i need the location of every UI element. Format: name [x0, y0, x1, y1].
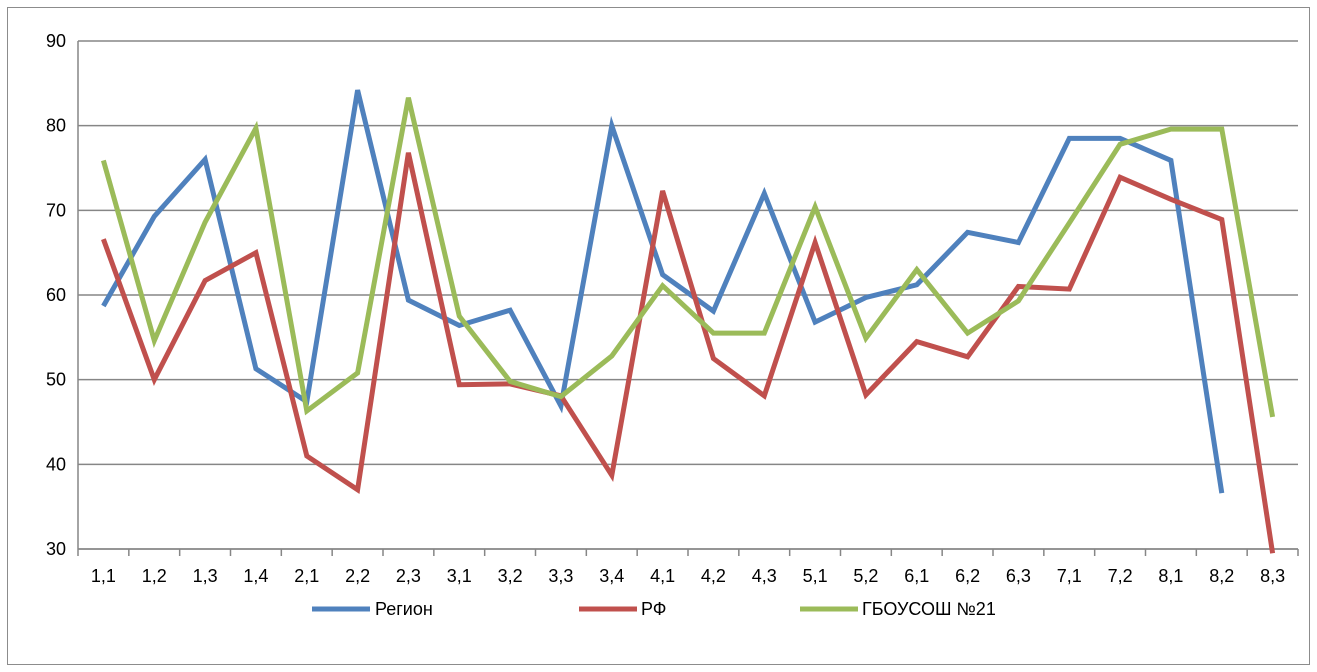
x-tick-label: 4,2	[701, 566, 726, 586]
axes	[77, 41, 1299, 556]
x-tick-label: 1,1	[91, 566, 116, 586]
x-tick-label: 4,1	[650, 566, 675, 586]
x-tick-label: 5,1	[803, 566, 828, 586]
series-lines	[100, 89, 1276, 554]
legend: Регион РФ ГБОУСОШ №21	[312, 599, 996, 619]
x-tick-label: 7,2	[1108, 566, 1133, 586]
x-tick-label: 1,4	[243, 566, 268, 586]
x-tick-label: 2,1	[294, 566, 319, 586]
x-tick-label: 7,1	[1057, 566, 1082, 586]
legend-label: Регион	[375, 599, 433, 619]
x-tick-label: 4,3	[752, 566, 777, 586]
y-tick-label: 30	[46, 539, 66, 559]
x-tick-label: 8,1	[1158, 566, 1183, 586]
series-line-1	[101, 152, 1276, 554]
x-axis-tick-labels: 1,1 1,2 1,3 1,4 2,1 2,2 2,3 3,1 3,2 3,3 3,4 4,1 4,2 4…	[91, 566, 1285, 586]
x-tick-label: 8,2	[1209, 566, 1234, 586]
x-tick-label: 3,3	[548, 566, 573, 586]
series-line-0	[101, 89, 1225, 494]
x-tick-label: 3,1	[447, 566, 472, 586]
y-tick-label: 70	[46, 200, 66, 220]
x-tick-label: 2,3	[396, 566, 421, 586]
legend-label: ГБОУСОШ №21	[862, 599, 996, 619]
y-tick-label: 80	[46, 116, 66, 136]
y-tick-label: 40	[46, 454, 66, 474]
x-tick-label: 1,3	[193, 566, 218, 586]
x-tick-label: 1,2	[142, 566, 167, 586]
x-tick-label: 3,4	[599, 566, 624, 586]
y-tick-label: 60	[46, 285, 66, 305]
series-line-2	[100, 97, 1276, 418]
x-tick-label: 8,3	[1260, 566, 1285, 586]
x-tick-label: 3,2	[498, 566, 523, 586]
x-tick-label: 2,2	[345, 566, 370, 586]
x-tick-label: 5,2	[853, 566, 878, 586]
y-tick-label: 90	[46, 31, 66, 51]
x-tick-label: 6,3	[1006, 566, 1031, 586]
x-tick-label: 6,1	[904, 566, 929, 586]
chart-frame	[7, 7, 1310, 665]
y-axis-tick-labels: 30 40 50 60 70 80 90	[46, 31, 66, 559]
y-tick-label: 50	[46, 370, 66, 390]
legend-label: РФ	[641, 599, 667, 619]
x-tick-label: 6,2	[955, 566, 980, 586]
